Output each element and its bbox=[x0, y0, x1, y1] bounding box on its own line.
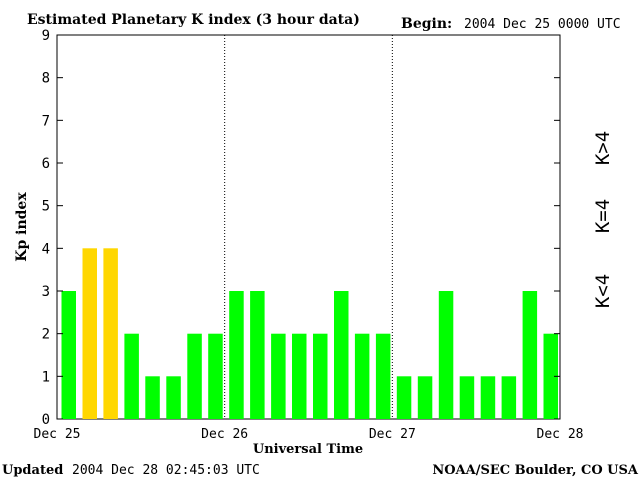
kp-bar bbox=[271, 333, 286, 419]
kp-bar bbox=[501, 376, 517, 419]
legend-high: K>4 bbox=[592, 131, 614, 165]
kp-bar bbox=[145, 376, 160, 419]
y-tick-label: 4 bbox=[42, 241, 50, 257]
y-tick-label: 7 bbox=[42, 113, 50, 129]
kp-bar bbox=[522, 291, 538, 419]
legend-equal: K=4 bbox=[592, 199, 614, 233]
bars-group bbox=[61, 248, 558, 419]
kp-bar bbox=[250, 291, 265, 419]
y-axis-label: Kp index bbox=[14, 192, 30, 262]
kp-bar bbox=[313, 333, 328, 419]
kp-bar bbox=[354, 333, 370, 419]
updated-value: 2004 Dec 28 02:45:03 UTC bbox=[72, 463, 260, 478]
kp-bar bbox=[396, 376, 412, 419]
y-axis-ticks: 0 1 2 3 4 5 6 7 8 9 bbox=[42, 28, 560, 428]
x-tick-label: Dec 25 bbox=[34, 427, 81, 442]
kp-bar bbox=[82, 248, 97, 419]
x-axis-label: Universal Time bbox=[253, 442, 363, 457]
chart-title: Estimated Planetary K index (3 hour data… bbox=[27, 12, 360, 28]
y-tick-label: 5 bbox=[42, 199, 50, 215]
y-tick-label: 8 bbox=[42, 71, 50, 87]
plot-frame bbox=[56, 34, 561, 420]
x-axis-ticks: Dec 25 Dec 26 Dec 27 Dec 28 bbox=[34, 427, 584, 442]
kp-bar bbox=[438, 291, 454, 419]
kp-bar bbox=[124, 333, 139, 419]
kp-bar bbox=[375, 333, 391, 419]
updated-label: Updated bbox=[2, 463, 63, 478]
kp-bar bbox=[417, 376, 433, 419]
legend-low: K<4 bbox=[592, 274, 614, 308]
kp-bar bbox=[166, 376, 181, 419]
kp-bar bbox=[334, 291, 349, 419]
y-tick-label: 1 bbox=[42, 369, 50, 385]
kp-bar bbox=[543, 333, 558, 419]
y-tick-label: 0 bbox=[42, 412, 50, 428]
x-tick-label: Dec 28 bbox=[537, 427, 584, 442]
kp-bar bbox=[103, 248, 118, 419]
begin-label: Begin: bbox=[401, 16, 452, 32]
x-tick-label: Dec 27 bbox=[369, 427, 416, 442]
y-tick-label: 6 bbox=[42, 156, 50, 172]
kp-bar bbox=[61, 291, 76, 419]
source-credit: NOAA/SEC Boulder, CO USA bbox=[432, 463, 639, 478]
y-tick-label: 2 bbox=[42, 327, 50, 343]
y-tick-label: 3 bbox=[42, 284, 50, 300]
kp-bar bbox=[229, 291, 244, 419]
kp-bar bbox=[208, 333, 223, 419]
kp-bar bbox=[459, 376, 475, 419]
y-tick-label: 9 bbox=[42, 28, 50, 44]
kp-bar bbox=[292, 333, 307, 419]
kp-bar bbox=[480, 376, 496, 419]
kp-bar bbox=[187, 333, 202, 419]
begin-value: 2004 Dec 25 0000 UTC bbox=[464, 17, 621, 32]
day-separators bbox=[224, 35, 393, 419]
x-tick-label: Dec 26 bbox=[201, 427, 248, 442]
